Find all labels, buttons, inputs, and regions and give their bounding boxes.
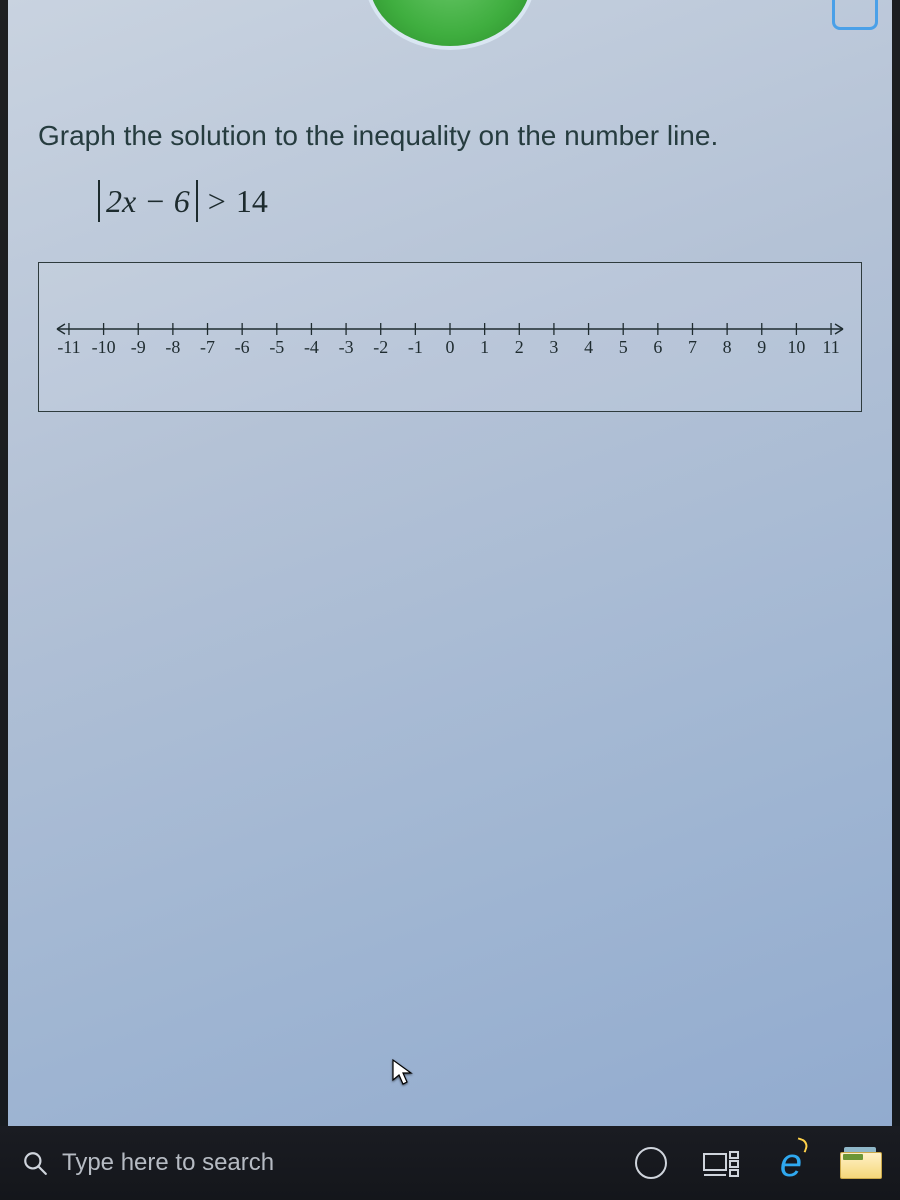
taskbar: Type here to search e: [0, 1126, 900, 1200]
tick-label: -2: [373, 337, 388, 357]
tick-label: -8: [165, 337, 180, 357]
tick-label: 2: [515, 337, 524, 357]
tick-label: 8: [723, 337, 732, 357]
tick-label: 10: [787, 337, 805, 357]
app-header: [0, 0, 900, 60]
search-placeholder: Type here to search: [62, 1149, 274, 1177]
tick-label: 7: [688, 337, 697, 357]
tick-label: 3: [549, 337, 558, 357]
screen: Graph the solution to the inequality on …: [0, 0, 900, 1200]
question-panel: Graph the solution to the inequality on …: [0, 60, 900, 1130]
number-line[interactable]: -11-10-9-8-7-6-5-4-3-2-101234567891011: [51, 307, 849, 367]
tick-label: -4: [304, 337, 319, 357]
taskbar-search[interactable]: Type here to search: [8, 1135, 612, 1191]
inequality-expression: 2x − 6 > 14: [98, 180, 862, 222]
inequality-rhs: 14: [236, 183, 268, 220]
file-explorer-icon: [840, 1147, 882, 1179]
edge-browser-button[interactable]: e: [760, 1135, 822, 1191]
task-view-button[interactable]: [690, 1135, 752, 1191]
abs-bar-right-icon: [196, 180, 198, 222]
progress-arc-icon: [365, 0, 535, 50]
tick-label: -7: [200, 337, 215, 357]
tick-label: 0: [446, 337, 455, 357]
question-prompt: Graph the solution to the inequality on …: [38, 120, 862, 152]
tick-label: 6: [653, 337, 662, 357]
tick-label: -6: [235, 337, 250, 357]
number-line-container[interactable]: -11-10-9-8-7-6-5-4-3-2-101234567891011: [38, 262, 862, 412]
tick-label: -1: [408, 337, 423, 357]
cortana-ring-icon: [635, 1147, 667, 1179]
tick-label: 4: [584, 337, 593, 357]
cortana-button[interactable]: [620, 1135, 682, 1191]
cursor-icon: [390, 1058, 414, 1088]
search-icon: [22, 1150, 48, 1176]
tick-label: -9: [131, 337, 146, 357]
abs-bar-left-icon: [98, 180, 100, 222]
file-explorer-button[interactable]: [830, 1135, 892, 1191]
tick-label: -5: [269, 337, 284, 357]
task-view-icon: [703, 1148, 739, 1178]
inequality-symbol: >: [208, 183, 226, 220]
tick-label: -3: [339, 337, 354, 357]
tick-label: -11: [57, 337, 80, 357]
top-right-badge[interactable]: [832, 0, 878, 30]
tick-label: 11: [822, 337, 839, 357]
inequality-lhs: 2x − 6: [102, 183, 194, 220]
tick-label: 1: [480, 337, 489, 357]
edge-icon: e: [780, 1143, 802, 1183]
tick-label: 5: [619, 337, 628, 357]
tick-label: 9: [757, 337, 766, 357]
tick-label: -10: [92, 337, 116, 357]
